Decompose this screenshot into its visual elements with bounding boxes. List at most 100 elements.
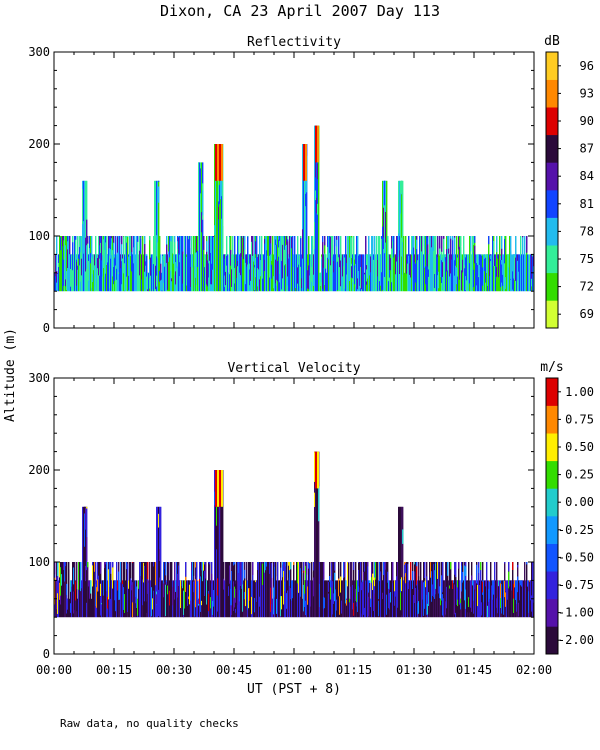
heatmap-cell — [107, 254, 109, 263]
heatmap-column — [227, 254, 229, 292]
heatmap-cell — [166, 262, 168, 288]
heatmap-column — [452, 236, 454, 292]
heatmap-column — [346, 598, 348, 618]
heatmap-cell — [430, 562, 432, 578]
heatmap-cell — [485, 257, 487, 283]
heatmap-cell — [344, 254, 346, 258]
heatmap-cell — [187, 580, 189, 606]
heatmap-column — [448, 580, 450, 618]
heatmap-cell — [424, 236, 426, 268]
heatmap-cell — [396, 562, 398, 577]
heatmap-cell — [117, 580, 119, 591]
colorbar-frame — [545, 377, 559, 655]
heatmap-cell — [454, 260, 456, 276]
heatmap-column — [130, 236, 132, 292]
heatmap-cell — [276, 244, 278, 280]
heatmap-cell — [517, 260, 519, 281]
heatmap-cell — [512, 562, 514, 570]
heatmap-column — [327, 580, 329, 618]
heatmap-cell — [334, 257, 336, 278]
heatmap-cell — [518, 580, 520, 583]
heatmap-column — [54, 272, 56, 292]
heatmap-column — [131, 580, 133, 618]
heatmap-column — [458, 562, 460, 618]
heatmap-cell — [317, 203, 319, 215]
heatmap-cell — [517, 576, 519, 593]
heatmap-cell — [481, 254, 483, 256]
heatmap-cell — [288, 566, 290, 578]
heatmap-cell — [289, 562, 291, 586]
heatmap-column — [217, 470, 219, 618]
heatmap-cell — [137, 236, 139, 242]
heatmap-column — [474, 580, 476, 618]
heatmap-column — [495, 580, 497, 618]
heatmap-column — [224, 580, 226, 618]
heatmap-cell — [114, 254, 116, 258]
heatmap-cell — [290, 588, 292, 600]
heatmap-column — [469, 580, 471, 618]
heatmap-cell — [295, 254, 297, 261]
heatmap-column — [386, 180, 388, 292]
heatmap-cell — [507, 254, 509, 283]
heatmap-cell — [64, 236, 66, 251]
heatmap-column — [483, 254, 485, 292]
heatmap-column — [415, 562, 417, 618]
heatmap-cell — [359, 562, 361, 588]
heatmap-cell — [371, 562, 373, 578]
heatmap-column — [192, 254, 194, 292]
heatmap-column — [508, 562, 510, 618]
heatmap-column — [532, 562, 534, 618]
heatmap-cell — [411, 595, 413, 614]
heatmap-column — [374, 236, 376, 292]
heatmap-cell — [444, 257, 446, 275]
heatmap-column — [99, 562, 101, 618]
heatmap-cell — [270, 243, 272, 255]
heatmap-column — [525, 580, 527, 618]
heatmap-column — [341, 580, 343, 618]
heatmap-cell — [172, 236, 174, 254]
heatmap-cell — [443, 236, 445, 239]
heatmap-column — [502, 580, 504, 618]
heatmap-cell — [454, 562, 456, 575]
heatmap-cell — [377, 254, 379, 265]
heatmap-cell — [152, 254, 154, 264]
heatmap-cell — [299, 596, 301, 607]
heatmap-cell — [275, 236, 277, 240]
heatmap-cell — [122, 254, 124, 259]
heatmap-cell — [96, 587, 98, 608]
heatmap-cell — [288, 254, 290, 259]
colorbar-tick-label: 69 — [580, 307, 594, 321]
heatmap-cell — [70, 603, 72, 613]
heatmap-column — [100, 236, 102, 292]
heatmap-cell — [281, 260, 283, 290]
heatmap-cell — [311, 236, 313, 267]
x-tick-label: 00:00 — [36, 663, 72, 677]
heatmap-column — [289, 562, 291, 618]
heatmap-cell — [415, 263, 417, 283]
heatmap-cell — [251, 236, 253, 242]
heatmap-cell — [424, 580, 426, 609]
heatmap-cell — [279, 249, 281, 259]
heatmap-cell — [382, 259, 384, 290]
colorbar-tick-label: 72 — [580, 280, 594, 294]
heatmap-cell — [70, 580, 72, 592]
heatmap-column — [143, 254, 145, 292]
heatmap-column — [209, 236, 211, 292]
heatmap-column — [368, 236, 370, 292]
heatmap-column — [448, 236, 450, 292]
heatmap-cell — [442, 562, 444, 581]
heatmap-column — [141, 562, 143, 618]
heatmap-cell — [484, 258, 486, 271]
heatmap-cell — [233, 562, 235, 566]
heatmap-cell — [184, 580, 186, 609]
heatmap-cell — [159, 561, 161, 578]
heatmap-cell — [177, 248, 179, 267]
heatmap-cell — [288, 562, 290, 566]
heatmap-column — [112, 562, 114, 618]
heatmap-cell — [399, 543, 401, 562]
heatmap-column — [398, 506, 400, 618]
heatmap-column — [378, 236, 380, 292]
heatmap-column — [256, 236, 258, 292]
heatmap-cell — [478, 573, 480, 598]
heatmap-cell — [384, 180, 386, 187]
